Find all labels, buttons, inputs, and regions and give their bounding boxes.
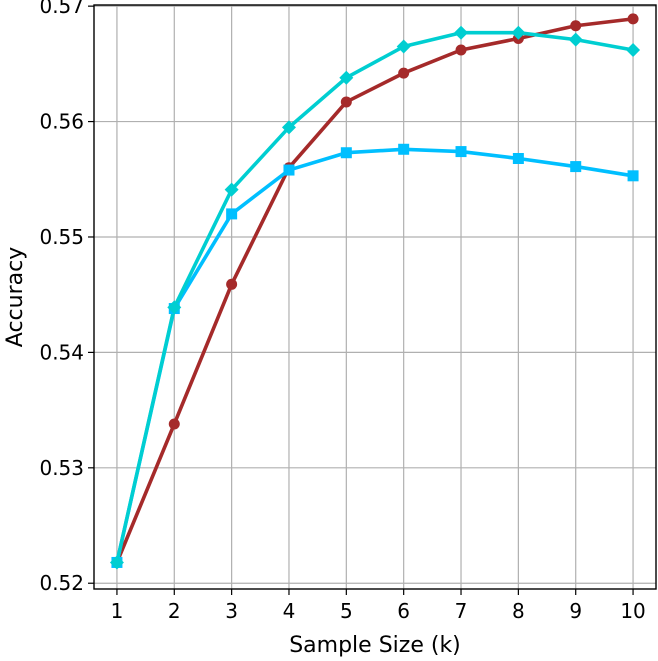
x-axis-ticks: 1 2 3 4 5 6 7 8 9 10 [111,589,646,623]
x-tick-label: 10 [620,599,645,623]
y-tick-label: 0.52 [39,571,84,595]
data-point-diamond [339,70,354,85]
data-point-diamond [224,182,239,197]
data-point-diamond [454,25,469,40]
series-markers [109,13,641,570]
data-point-square [283,164,295,176]
data-point-circle [627,13,639,25]
data-point-square [512,153,524,165]
data-point-circle [340,96,352,108]
x-tick-label: 5 [340,599,353,623]
data-point-circle [570,20,582,32]
data-point-diamond [167,300,182,315]
x-tick-label: 9 [569,599,582,623]
data-point-square [627,170,639,182]
data-point-square [398,143,410,155]
series-line-1 [115,17,635,565]
grid-lines [94,5,656,589]
x-tick-label: 6 [397,599,410,623]
x-axis-label: Sample Size (k) [289,633,461,658]
data-point-square [455,146,467,158]
data-point-diamond [626,43,641,58]
y-axis-label: Accuracy [3,247,28,347]
y-tick-label: 0.57 [39,0,84,18]
data-point-diamond [568,32,583,47]
data-point-diamond [109,555,124,570]
data-point-square [340,147,352,159]
y-tick-label: 0.54 [39,340,84,364]
x-tick-label: 3 [225,599,238,623]
y-tick-label: 0.55 [39,225,84,249]
x-tick-label: 1 [111,599,124,623]
series-lines [115,17,635,565]
data-point-square [570,161,582,173]
data-point-circle [455,44,467,56]
data-point-diamond [396,39,411,54]
data-point-diamond [511,25,526,40]
data-point-circle [226,278,238,290]
series-line-2 [115,147,635,565]
data-point-circle [398,67,410,79]
y-tick-label: 0.53 [39,456,84,480]
x-tick-label: 4 [283,599,296,623]
plot-frame [93,4,657,590]
x-tick-label: 7 [455,599,468,623]
data-point-diamond [281,120,296,135]
data-point-square [226,208,238,220]
x-tick-label: 8 [512,599,525,623]
y-axis-ticks: 0.52 0.53 0.54 0.55 0.56 0.57 [39,0,94,595]
series-line-3 [115,30,635,565]
data-point-circle [168,418,180,430]
y-tick-label: 0.56 [39,110,84,134]
x-tick-label: 2 [168,599,181,623]
